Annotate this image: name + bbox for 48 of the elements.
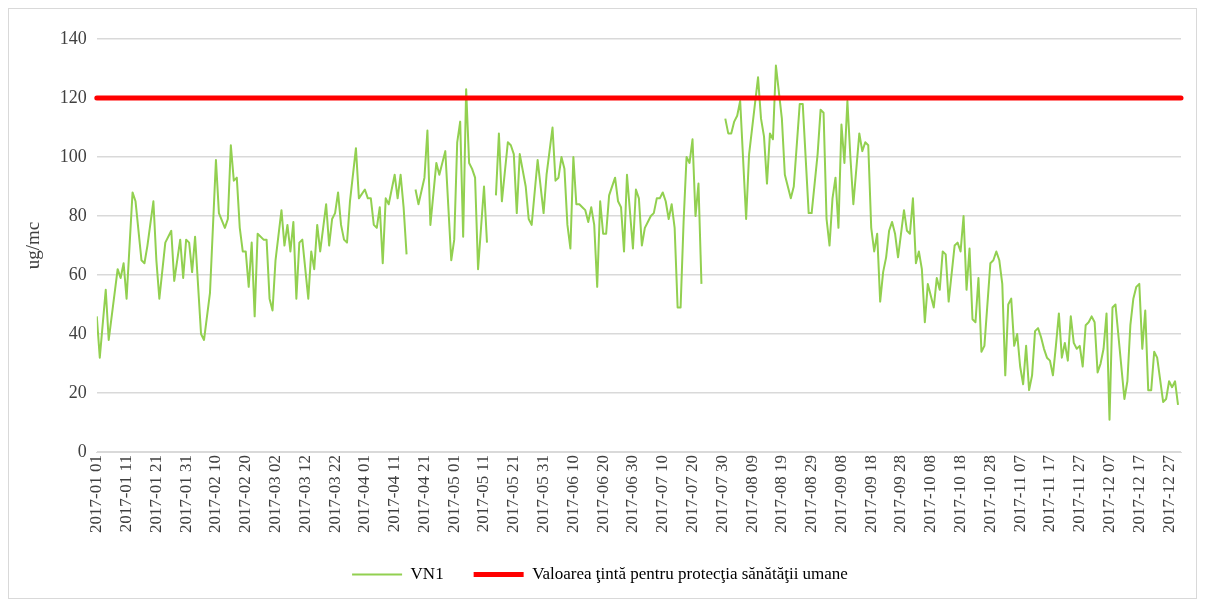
x-tick-label: 2017-08 19 bbox=[771, 455, 791, 534]
x-tick-label: 2017-12 27 bbox=[1158, 454, 1178, 534]
x-tick-label: 2017-08 09 bbox=[741, 455, 761, 534]
x-tick-label: 2017-05 21 bbox=[503, 455, 523, 534]
y-tick-label: 80 bbox=[68, 204, 87, 225]
x-tick-label: 2017-10 18 bbox=[950, 455, 970, 534]
x-tick-label: 2017-08 29 bbox=[801, 455, 821, 534]
y-tick-label: 0 bbox=[77, 440, 87, 461]
x-tick-label: 2017-03 22 bbox=[324, 455, 344, 534]
x-tick-label: 2017-11 07 bbox=[1009, 454, 1029, 533]
x-tick-label: 2017-02 10 bbox=[205, 455, 225, 534]
x-tick-label: 2017-04 01 bbox=[354, 455, 374, 534]
x-tick-label: 2017-05 11 bbox=[473, 455, 493, 533]
x-tick-label: 2017-10 28 bbox=[979, 455, 999, 534]
x-tick-label: 2017-01 11 bbox=[116, 455, 136, 533]
x-tick-label: 2017-09 08 bbox=[830, 455, 850, 534]
x-tick-label: 2017-12 17 bbox=[1128, 454, 1148, 534]
x-tick-label: 2017-07 30 bbox=[711, 455, 731, 534]
x-tick-label: 2017-09 28 bbox=[890, 455, 910, 534]
x-tick-label: 2017-01 21 bbox=[145, 455, 165, 534]
y-tick-label: 60 bbox=[68, 263, 87, 284]
x-tick-label: 2017-09 18 bbox=[860, 455, 880, 534]
x-tick-label: 2017-10 08 bbox=[920, 455, 940, 534]
x-tick-label: 2017-11 27 bbox=[1069, 454, 1089, 533]
y-tick-label: 100 bbox=[59, 145, 87, 166]
x-tick-label: 2017-01 31 bbox=[175, 455, 195, 534]
y-tick-label: 20 bbox=[68, 381, 87, 402]
x-tick-label: 2017-07 10 bbox=[652, 455, 672, 534]
x-tick-label: 2017-03 12 bbox=[294, 455, 314, 534]
y-tick-label: 40 bbox=[68, 322, 87, 343]
x-tick-label: 2017-06 30 bbox=[622, 455, 642, 534]
legend-label: VN1 bbox=[410, 563, 444, 583]
x-tick-label: 2017-12 07 bbox=[1098, 454, 1118, 534]
y-tick-label: 120 bbox=[59, 86, 87, 107]
x-tick-label: 2017-11 17 bbox=[1039, 454, 1059, 533]
x-tick-label: 2017-06 10 bbox=[562, 455, 582, 534]
x-tick-label: 2017-01 01 bbox=[86, 455, 106, 534]
x-tick-label: 2017-02 20 bbox=[235, 455, 255, 534]
y-axis-title: ug/mc bbox=[22, 221, 44, 270]
legend-label: Valoarea ţintă pentru protecţia sănătăţii umane bbox=[532, 563, 848, 583]
x-tick-label: 2017-06 20 bbox=[592, 455, 612, 534]
x-tick-label: 2017-04 21 bbox=[413, 455, 433, 534]
x-tick-label: 2017-07 20 bbox=[681, 455, 701, 534]
x-tick-label: 2017-05 31 bbox=[533, 455, 553, 534]
x-tick-label: 2017-04 11 bbox=[384, 455, 404, 533]
y-tick-label: 140 bbox=[59, 27, 87, 48]
x-tick-label: 2017-05 01 bbox=[443, 455, 463, 534]
x-tick-label: 2017-03 02 bbox=[264, 455, 284, 534]
